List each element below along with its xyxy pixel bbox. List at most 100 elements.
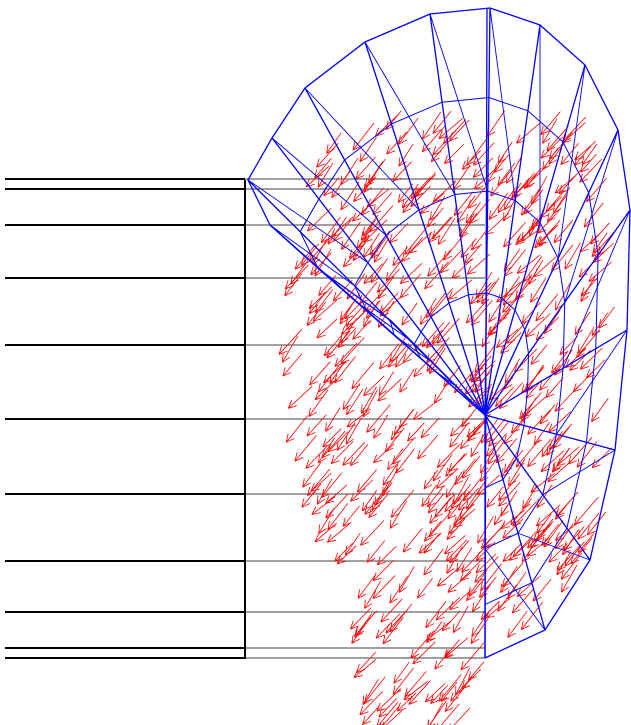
arrow-shaft <box>573 371 593 392</box>
arrow-shaft <box>323 429 342 447</box>
arrow-shaft <box>526 365 543 391</box>
arrow-shaft <box>378 379 402 401</box>
diagonal <box>365 42 455 194</box>
arrow-shaft <box>413 642 436 664</box>
arrow-shaft <box>540 404 555 424</box>
arrow-shaft <box>457 548 472 572</box>
arrow-shaft <box>468 662 484 680</box>
arrow-shaft <box>521 398 536 422</box>
arrow-shaft <box>439 674 461 701</box>
meridian <box>320 270 485 415</box>
arrow-shaft <box>414 401 438 420</box>
arrow-shaft <box>599 307 615 328</box>
arrow-shaft <box>418 435 438 459</box>
diagonal <box>270 225 355 286</box>
arrow-shaft <box>472 611 489 636</box>
arrow-shaft <box>544 310 560 334</box>
arrow-shaft <box>377 546 396 564</box>
arrow-shaft <box>454 509 475 527</box>
arrow-shaft <box>362 706 379 724</box>
arrow-shaft <box>405 227 427 254</box>
arrow-shaft <box>396 449 415 474</box>
arrow-shaft <box>486 598 510 618</box>
arrow-head <box>377 718 379 725</box>
arrow-shaft <box>315 158 332 178</box>
arrow-shaft <box>436 597 460 620</box>
arrow-shaft <box>354 659 376 677</box>
arrow-shaft <box>400 274 420 298</box>
arrow-shaft <box>528 410 551 435</box>
arrow-shaft <box>367 541 385 563</box>
arrow-shaft <box>428 703 443 725</box>
arrow-shaft <box>347 389 363 415</box>
arrow-shaft <box>565 243 581 270</box>
arrow-shaft <box>516 123 539 143</box>
arrow-shaft <box>485 213 509 235</box>
arrow-shaft <box>503 543 522 562</box>
arrow-shaft <box>531 345 547 365</box>
arrow-shaft <box>450 120 470 141</box>
arrow-shaft <box>362 490 377 511</box>
arrow-shaft <box>353 320 371 339</box>
arrow-shaft <box>450 422 469 447</box>
arrow-shaft <box>424 549 443 575</box>
arrow-shaft <box>319 275 336 295</box>
arrow-shaft <box>471 433 485 457</box>
arrow-shaft <box>592 398 609 421</box>
arrow-shaft <box>481 564 502 591</box>
arrow-shaft <box>453 606 468 633</box>
arrow-shaft <box>374 415 388 439</box>
arrow-shaft <box>393 438 414 464</box>
axis <box>485 8 487 658</box>
arrow-shaft <box>517 576 540 597</box>
arrow-shaft <box>543 119 557 144</box>
arrow-shaft <box>448 708 470 725</box>
arrow-shaft <box>426 622 442 643</box>
arrow-shaft <box>387 132 407 154</box>
arrow-shaft <box>549 543 568 562</box>
arrow-shaft <box>435 650 450 669</box>
diagonal <box>563 210 630 368</box>
diagonal <box>485 549 545 630</box>
arrow-shaft <box>442 611 460 631</box>
arrow-shaft <box>343 506 359 526</box>
arrow-shaft <box>341 182 359 210</box>
arrow-shaft <box>311 473 332 491</box>
arrow-shaft <box>282 336 297 363</box>
arrow-shaft <box>288 386 312 408</box>
arrow-shaft <box>494 154 509 172</box>
page: (() => { JSON.parse(document.getElementB… <box>0 0 631 725</box>
arrow-shaft <box>331 441 353 463</box>
arrow-shaft <box>436 704 459 725</box>
arrow-shaft <box>579 258 597 277</box>
arrow-shaft <box>411 631 434 658</box>
arrow-shaft <box>399 566 414 592</box>
arrow-shaft <box>453 165 470 190</box>
arrow-shaft <box>317 319 337 338</box>
arrow-shaft <box>347 409 370 427</box>
arrow-shaft <box>444 145 463 164</box>
meridian <box>485 415 545 630</box>
arrow-shaft <box>349 235 369 258</box>
arrow-shaft <box>555 175 576 193</box>
arrow-shaft <box>437 318 459 343</box>
arrow-shaft <box>426 601 446 628</box>
arrow-shaft <box>421 418 439 438</box>
arrow-shaft <box>432 217 452 239</box>
arrow-shaft <box>540 197 561 218</box>
arrow-shaft <box>481 601 499 619</box>
arrow-shaft <box>403 529 422 553</box>
arrow-shaft <box>375 114 398 136</box>
diagonal <box>543 450 615 495</box>
arrow-shaft <box>399 409 413 428</box>
arrow-shaft <box>542 148 557 169</box>
arrow-shaft <box>285 274 302 296</box>
arrow-head <box>530 227 531 236</box>
arrow-shaft <box>367 405 391 433</box>
arrow-head <box>481 464 482 473</box>
arrow-shaft <box>473 584 491 612</box>
arrow-shaft <box>446 454 465 476</box>
vector-field <box>279 111 615 725</box>
arrow-shaft <box>345 533 360 555</box>
arrow-head <box>581 293 582 302</box>
